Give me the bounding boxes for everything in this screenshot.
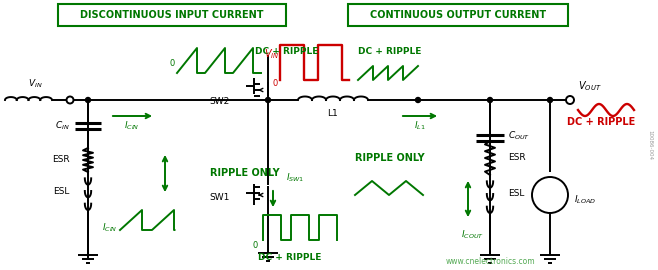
Text: $V_{OUT}$: $V_{OUT}$ <box>578 79 601 93</box>
Text: 0: 0 <box>253 241 258 249</box>
Text: $C_{IN}$: $C_{IN}$ <box>55 120 70 132</box>
Text: CONTINUOUS OUTPUT CURRENT: CONTINUOUS OUTPUT CURRENT <box>370 10 546 20</box>
Text: $I_{COUT}$: $I_{COUT}$ <box>461 229 484 241</box>
Text: $I_{SW1}$: $I_{SW1}$ <box>286 172 305 184</box>
Text: $I_{L1}$: $I_{L1}$ <box>414 120 426 132</box>
Text: 10086-004: 10086-004 <box>647 130 653 160</box>
Circle shape <box>547 97 553 103</box>
Circle shape <box>86 97 91 103</box>
Text: RIPPLE ONLY: RIPPLE ONLY <box>355 153 425 163</box>
Text: DISCONTINUOUS INPUT CURRENT: DISCONTINUOUS INPUT CURRENT <box>80 10 264 20</box>
Text: SW1: SW1 <box>210 194 230 202</box>
Circle shape <box>566 96 574 104</box>
Text: www.cnelectronics.com: www.cnelectronics.com <box>445 258 535 266</box>
Text: DC + RIPPLE: DC + RIPPLE <box>255 48 318 56</box>
Circle shape <box>265 97 270 103</box>
Circle shape <box>66 96 74 103</box>
Text: $V_{IN}$: $V_{IN}$ <box>265 48 280 61</box>
Text: DC + RIPPLE: DC + RIPPLE <box>359 48 422 56</box>
Text: DC + RIPPLE: DC + RIPPLE <box>259 254 322 262</box>
Text: $V_{IN}$: $V_{IN}$ <box>28 78 42 90</box>
Text: $I_{CIN}$: $I_{CIN}$ <box>124 120 139 132</box>
Text: ESR: ESR <box>508 154 526 163</box>
Text: ESR: ESR <box>53 156 70 164</box>
Text: SW2: SW2 <box>210 97 230 106</box>
Text: L1: L1 <box>328 110 338 119</box>
Text: ESL: ESL <box>53 187 70 195</box>
Bar <box>348 4 568 26</box>
Text: 0: 0 <box>170 59 175 68</box>
Text: RIPPLE ONLY: RIPPLE ONLY <box>210 168 280 178</box>
Bar <box>58 4 286 26</box>
Text: $I_{LOAD}$: $I_{LOAD}$ <box>574 194 596 206</box>
Circle shape <box>415 97 420 103</box>
Text: 0: 0 <box>272 79 278 89</box>
Text: DC + RIPPLE: DC + RIPPLE <box>567 117 635 127</box>
Text: $C_{OUT}$: $C_{OUT}$ <box>508 130 530 142</box>
Circle shape <box>532 177 568 213</box>
Text: ESL: ESL <box>508 190 524 198</box>
Text: $I_{CIN}$: $I_{CIN}$ <box>102 222 118 234</box>
Circle shape <box>488 97 492 103</box>
